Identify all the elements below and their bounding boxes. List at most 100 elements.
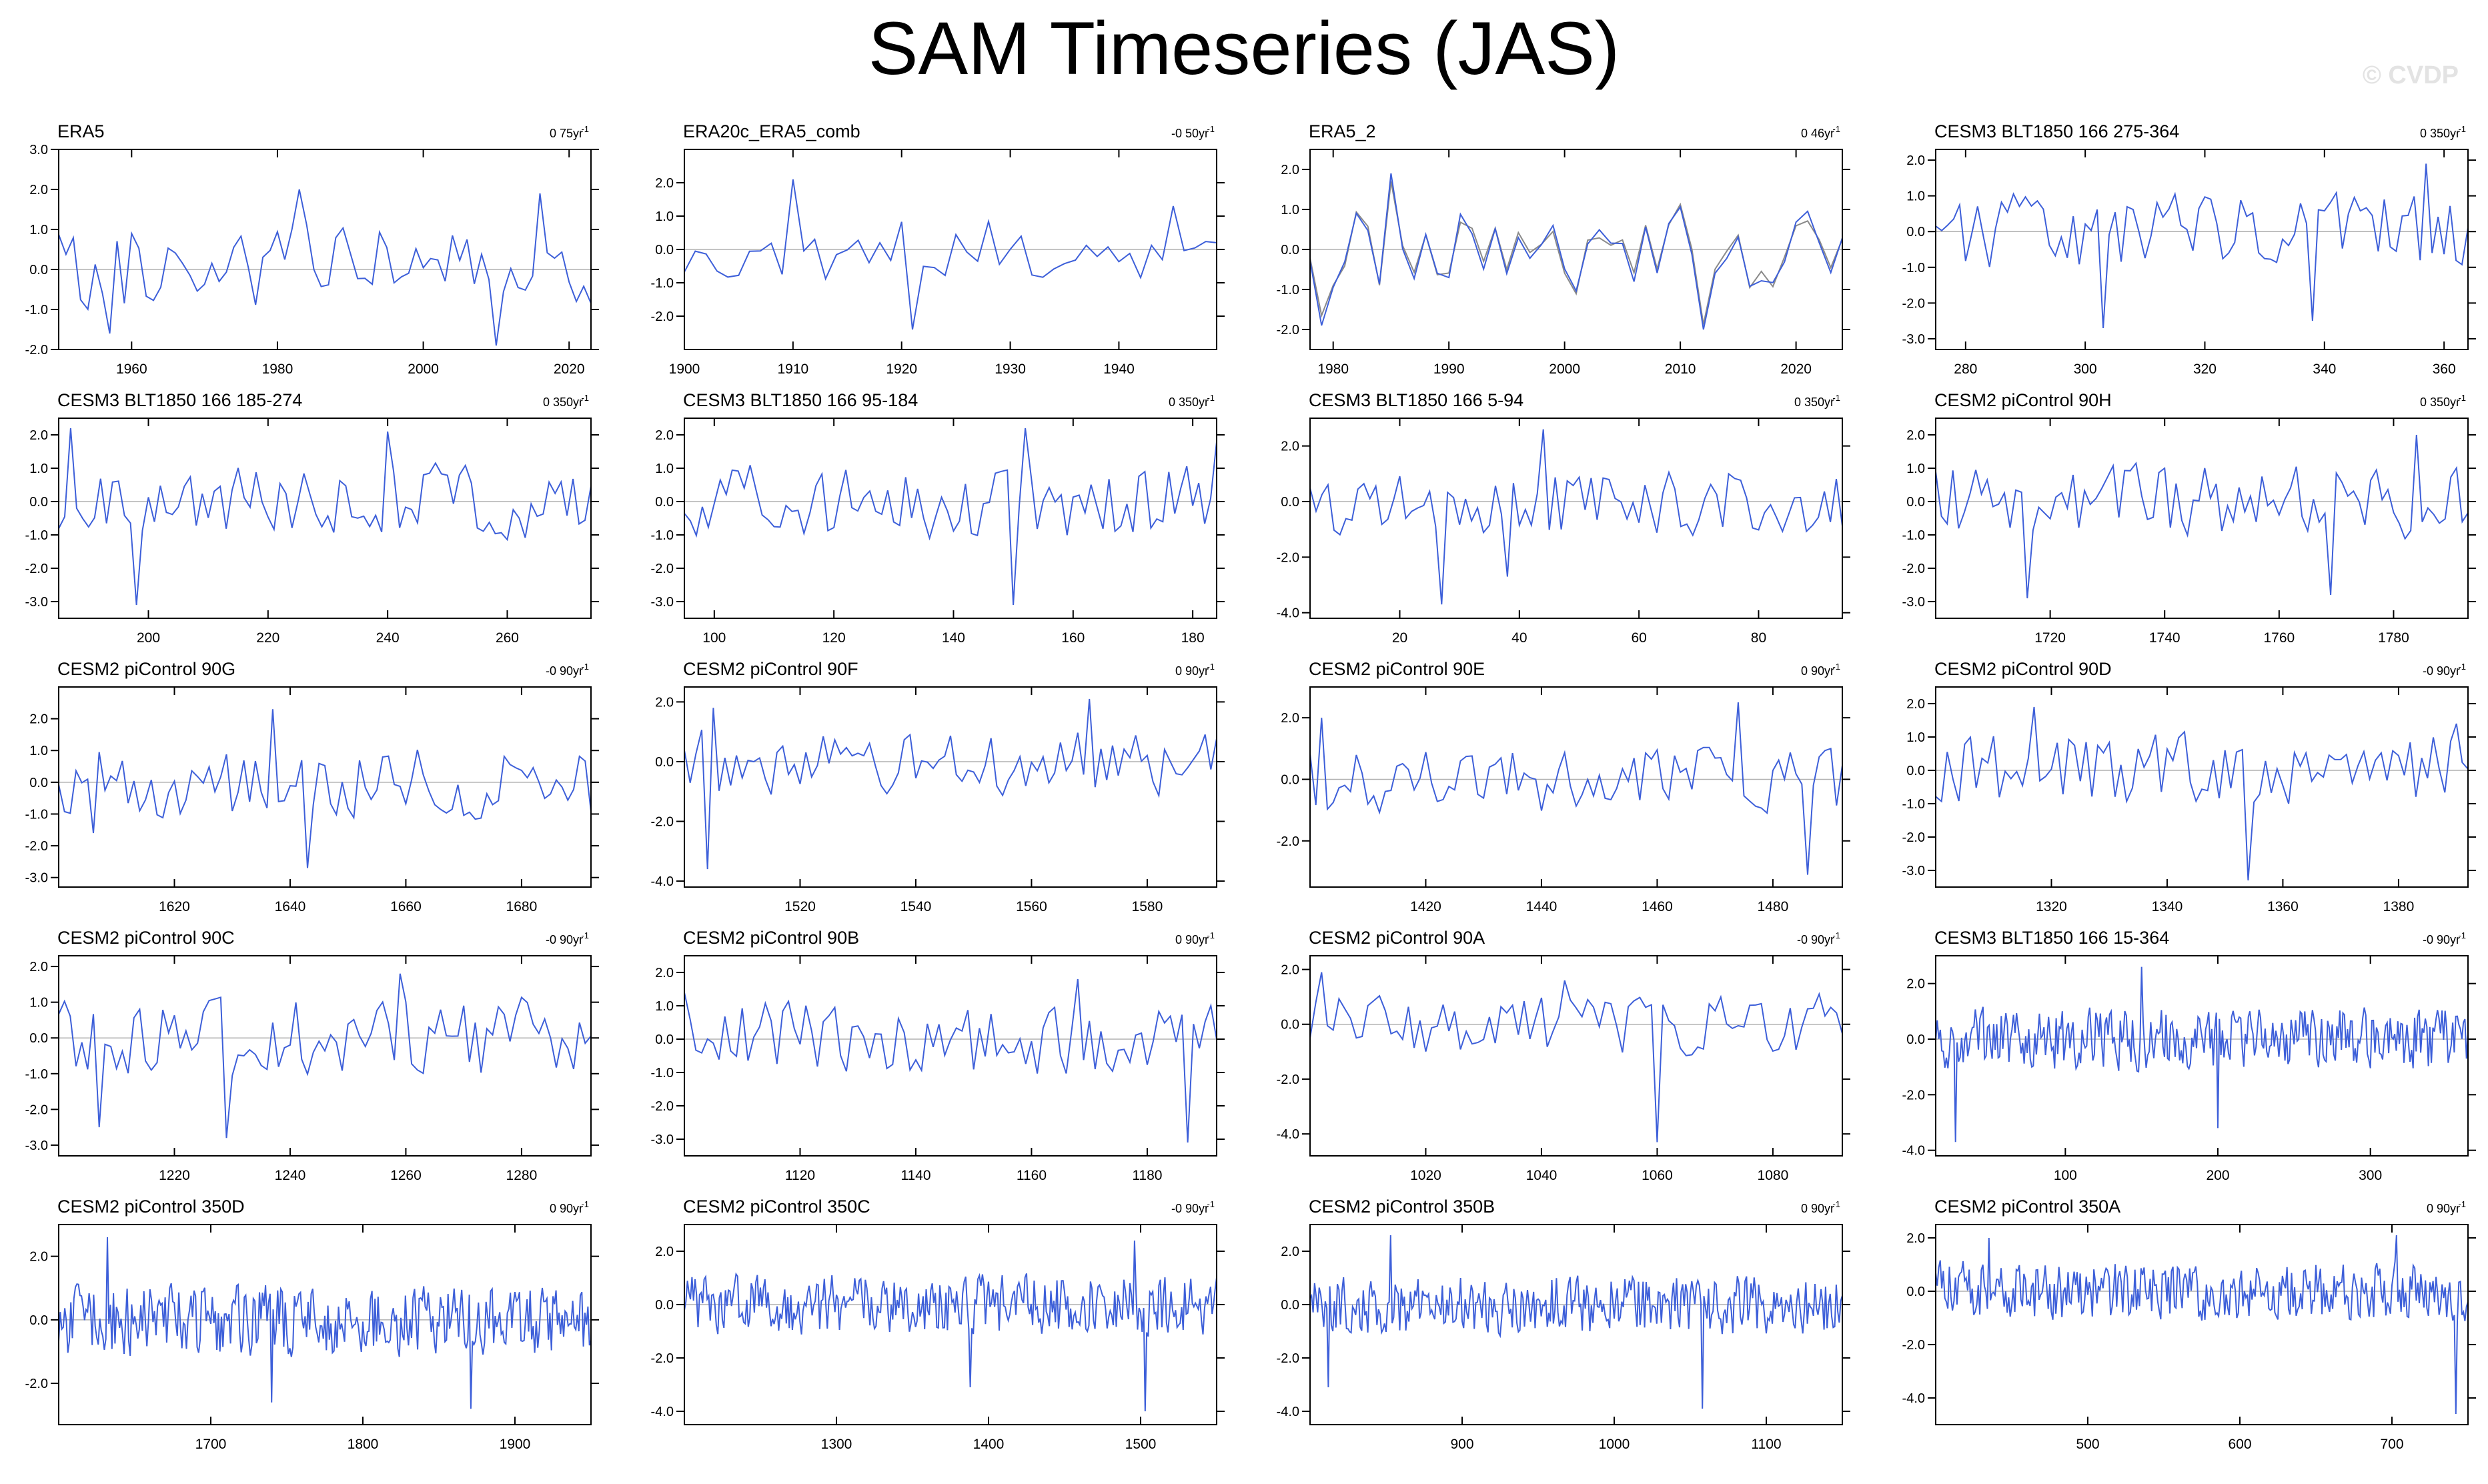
y-tick-label: 0.0 bbox=[655, 1298, 674, 1313]
y-tick-label: -1.0 bbox=[25, 1067, 48, 1082]
x-tick-label: 1540 bbox=[900, 899, 932, 914]
x-tick-label: 1420 bbox=[1410, 899, 1441, 914]
trend-exponent: -1 bbox=[2458, 930, 2466, 940]
x-tick-label: 1620 bbox=[159, 899, 190, 914]
panel-title: CESM2 piControl 90D bbox=[1934, 659, 2112, 679]
trend-exponent: -1 bbox=[2458, 393, 2466, 403]
page-title: SAM Timeseries (JAS) bbox=[868, 7, 1620, 90]
y-tick-label: 0.0 bbox=[1281, 1298, 1299, 1313]
y-tick-label: -2.0 bbox=[1902, 830, 1925, 845]
x-tick-label: 100 bbox=[2054, 1168, 2077, 1183]
series-line bbox=[684, 179, 1217, 330]
x-tick-label: 1640 bbox=[275, 899, 306, 914]
plot-frame bbox=[1935, 686, 2469, 888]
y-tick-label: 0.0 bbox=[1906, 225, 1925, 239]
panel-title: CESM2 piControl 90F bbox=[683, 659, 858, 679]
trend-exponent: -1 bbox=[1832, 662, 1840, 672]
trend-label: 0 350yr bbox=[2420, 127, 2460, 140]
y-tick-label: -2.0 bbox=[651, 1351, 674, 1366]
panel-title: CESM2 piControl 90H bbox=[1934, 390, 2112, 410]
plot-frame bbox=[58, 686, 592, 888]
panel-title: ERA5_2 bbox=[1309, 121, 1376, 141]
y-tick-label: -2.0 bbox=[651, 562, 674, 576]
series-line bbox=[1309, 1235, 1843, 1409]
y-tick-label: -2.0 bbox=[1902, 562, 1925, 576]
x-tick-label: 1740 bbox=[2149, 630, 2181, 646]
x-tick-label: 220 bbox=[256, 630, 279, 646]
series-line bbox=[58, 973, 592, 1139]
y-tick-label: 1.0 bbox=[1906, 462, 1925, 476]
x-tick-label: 1580 bbox=[1132, 899, 1163, 914]
y-tick-label: -1.0 bbox=[25, 807, 48, 822]
y-tick-label: 0.0 bbox=[1281, 1018, 1299, 1032]
y-tick-label: 0.0 bbox=[29, 495, 48, 510]
x-tick-label: 2020 bbox=[554, 361, 585, 377]
y-tick-label: -2.0 bbox=[25, 1102, 48, 1117]
x-tick-label: 120 bbox=[822, 630, 846, 646]
y-tick-label: -3.0 bbox=[1902, 864, 1925, 878]
x-tick-label: 1910 bbox=[777, 361, 808, 377]
x-tick-label: 20 bbox=[1392, 630, 1407, 646]
trend-label: 0 46yr bbox=[1801, 127, 1834, 140]
x-tick-label: 360 bbox=[2433, 361, 2456, 377]
trend-label: -0 90yr bbox=[546, 933, 583, 946]
trend-label: 0 90yr bbox=[1801, 664, 1834, 678]
trend-label: 0 350yr bbox=[1794, 396, 1834, 409]
x-tick-label: 600 bbox=[2228, 1437, 2251, 1452]
panel-title: CESM2 piControl 90G bbox=[57, 659, 235, 679]
y-tick-label: 0.0 bbox=[1281, 495, 1299, 510]
y-tick-label: -1.0 bbox=[651, 528, 674, 543]
x-tick-label: 1260 bbox=[390, 1168, 422, 1183]
x-tick-label: 200 bbox=[137, 630, 160, 646]
trend-exponent: -1 bbox=[1207, 1199, 1215, 1209]
y-tick-label: 2.0 bbox=[1906, 428, 1925, 443]
x-tick-label: 240 bbox=[376, 630, 400, 646]
y-tick-label: -3.0 bbox=[651, 1133, 674, 1147]
y-tick-label: -3.0 bbox=[25, 595, 48, 610]
x-tick-label: 1040 bbox=[1526, 1168, 1558, 1183]
y-tick-label: 0.0 bbox=[29, 1313, 48, 1328]
y-tick-label: -2.0 bbox=[1277, 550, 1299, 565]
x-tick-label: 1140 bbox=[900, 1168, 930, 1183]
x-tick-label: 2020 bbox=[1780, 361, 1812, 377]
x-tick-label: 160 bbox=[1061, 630, 1085, 646]
panel-title: CESM2 piControl 90C bbox=[57, 928, 235, 948]
y-tick-label: -1.0 bbox=[1902, 261, 1925, 275]
x-tick-label: 340 bbox=[2313, 361, 2336, 377]
y-tick-label: -3.0 bbox=[25, 871, 48, 886]
trend-label: 0 350yr bbox=[543, 396, 583, 409]
y-tick-label: 0.0 bbox=[1906, 764, 1925, 778]
trend-exponent: -1 bbox=[1832, 124, 1840, 134]
y-tick-label: 0.0 bbox=[1281, 772, 1299, 787]
trend-label: 0 90yr bbox=[2427, 1202, 2460, 1215]
panel-title: ERA5 bbox=[57, 121, 105, 141]
x-tick-label: 280 bbox=[1954, 361, 1977, 377]
y-tick-label: 0.0 bbox=[1906, 495, 1925, 510]
x-tick-label: 180 bbox=[1181, 630, 1205, 646]
plot-frame bbox=[58, 1224, 592, 1425]
x-tick-label: 1060 bbox=[1642, 1168, 1673, 1183]
y-tick-label: 2.0 bbox=[1906, 697, 1925, 712]
trend-exponent: -1 bbox=[581, 124, 589, 134]
x-tick-label: 1800 bbox=[348, 1437, 379, 1452]
y-tick-label: 2.0 bbox=[1281, 711, 1299, 726]
y-tick-label: 1.0 bbox=[29, 996, 48, 1010]
trend-exponent: -1 bbox=[1832, 1199, 1840, 1209]
y-tick-label: 2.0 bbox=[29, 960, 48, 974]
y-tick-label: -2.0 bbox=[1277, 323, 1299, 337]
trend-exponent: -1 bbox=[1207, 124, 1215, 134]
plot-frame bbox=[58, 149, 592, 350]
y-tick-label: -1.0 bbox=[1277, 283, 1299, 297]
trend-label: -0 90yr bbox=[1797, 933, 1834, 946]
series-line bbox=[1935, 434, 2469, 599]
y-tick-label: 2.0 bbox=[1281, 963, 1299, 978]
y-tick-label: -1.0 bbox=[25, 528, 48, 543]
y-tick-label: 1.0 bbox=[655, 462, 674, 476]
series-line bbox=[684, 978, 1217, 1143]
y-tick-label: 2.0 bbox=[655, 1245, 674, 1259]
x-tick-label: 1280 bbox=[506, 1168, 538, 1183]
series-line bbox=[1309, 972, 1843, 1143]
x-tick-label: 1930 bbox=[995, 361, 1026, 377]
series-line bbox=[1935, 966, 2469, 1143]
x-tick-label: 300 bbox=[2359, 1168, 2382, 1183]
